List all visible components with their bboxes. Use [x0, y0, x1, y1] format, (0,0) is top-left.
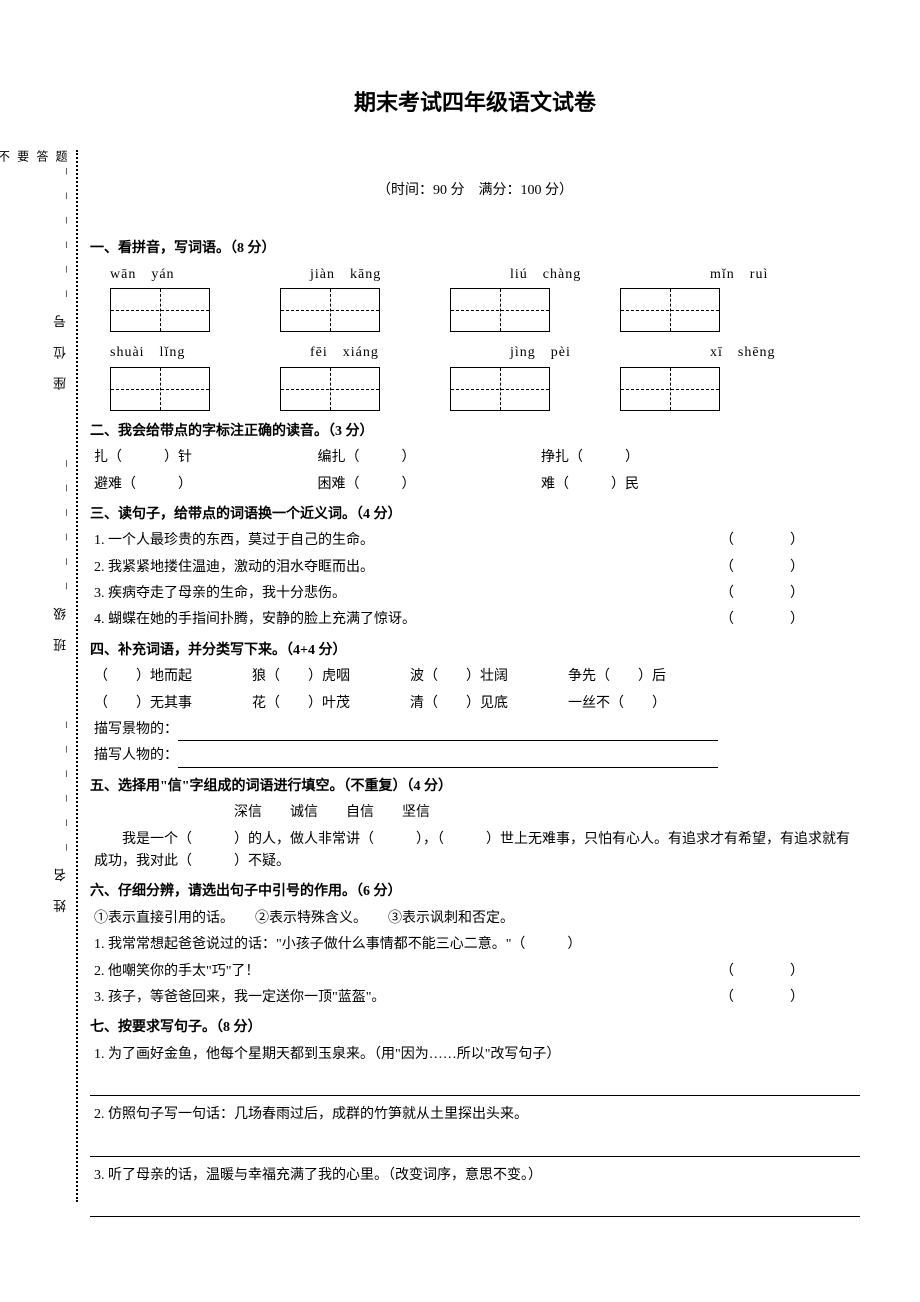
char-box[interactable] [620, 288, 720, 332]
question-stem: 3. 孩子，等爸爸回来，我一定送你一顶"蓝盔"。 [94, 987, 720, 1009]
idiom-blank: 狼（ ）虎咽 [252, 666, 350, 688]
question-stem: 1. 一个人最珍贵的东西，莫过于自己的生命。 [94, 530, 720, 552]
binding-markers: 题 答 要 不 内 线 订 装 [50, 150, 70, 1202]
pinyin-label: liú chàng [510, 264, 640, 286]
pinyin-label: jiàn kāng [310, 264, 440, 286]
s4-cat2: 描写人物的： [94, 745, 860, 767]
question-stem: 4. 蝴蝶在她的手指间扑腾，安静的脸上充满了惊讶。 [94, 609, 720, 631]
char-box[interactable] [110, 367, 210, 411]
section-5-head: 五、选择用"信"字组成的词语进行填空。（不重复）（4 分） [90, 776, 860, 798]
pinyin-label: wān yán [110, 264, 240, 286]
char-box[interactable] [280, 367, 380, 411]
s5-options: 深信 诚信 自信 坚信 [94, 802, 860, 824]
s3-q2: 2. 我紧紧地搂住温迪，激动的泪水夺眶而出。（ ） [94, 557, 860, 579]
pinyin-label: shuài lǐng [110, 342, 240, 364]
s7-q1: 1. 为了画好金鱼，他每个星期天都到玉泉来。（用"因为……所以"改写句子） [94, 1044, 860, 1066]
marker-bu: 不 [0, 150, 12, 1202]
marker-ti: 题 [51, 150, 70, 1202]
char-box[interactable] [110, 288, 210, 332]
idiom-blank: 争先（ ）后 [568, 666, 666, 688]
s2-item: 扎（ ）针 [94, 447, 314, 469]
s4-row-2: （ ）无其事 花（ ）叶茂 清（ ）见底 一丝不（ ） [94, 693, 860, 715]
s7-q2: 2. 仿照句子写一句话：几场春雨过后，成群的竹笋就从土里探出头来。 [94, 1104, 860, 1126]
s2-line-1: 扎（ ）针 编扎（ ） 挣扎（ ） [94, 447, 860, 469]
pinyin-row-1: wān yán jiàn kāng liú chàng mǐn ruì [110, 264, 860, 286]
s3-q3: 3. 疾病夺走了母亲的生命，我十分悲伤。（ ） [94, 583, 860, 605]
idiom-blank: （ ）地而起 [94, 666, 192, 688]
marker-da: 答 [32, 150, 51, 1202]
answer-line[interactable] [90, 1193, 860, 1217]
answer-paren[interactable]: （ ） [720, 530, 860, 552]
s2-item: 困难（ ） [318, 474, 538, 496]
section-7-head: 七、按要求写句子。（8 分） [90, 1017, 860, 1039]
answer-paren[interactable]: （ ） [720, 583, 860, 605]
question-stem: 2. 他嘲笑你的手太"巧"了！ [94, 961, 720, 983]
s3-q1: 1. 一个人最珍贵的东西，莫过于自己的生命。（ ） [94, 530, 860, 552]
s2-item: 避难（ ） [94, 474, 314, 496]
s3-q4: 4. 蝴蝶在她的手指间扑腾，安静的脸上充满了惊讶。（ ） [94, 609, 860, 631]
pinyin-label: xī shēng [710, 342, 840, 364]
idiom-blank: 一丝不（ ） [568, 693, 666, 715]
question-stem: 3. 疾病夺走了母亲的生命，我十分悲伤。 [94, 583, 720, 605]
s6-q1: 1. 我常常想起爸爸说过的话："小孩子做什么事情都不能三心二意。"（ ） [94, 934, 860, 956]
char-box[interactable] [280, 288, 380, 332]
section-4-head: 四、补充词语，并分类写下来。（4+4 分） [90, 640, 860, 662]
question-stem: 2. 我紧紧地搂住温迪，激动的泪水夺眶而出。 [94, 557, 720, 579]
category-label: 描写景物的： [94, 722, 178, 737]
char-box[interactable] [450, 288, 550, 332]
section-6-head: 六、仔细分辨，请选出句子中引号的作用。（6 分） [90, 881, 860, 903]
char-box[interactable] [620, 367, 720, 411]
section-3-head: 三、读句子，给带点的词语换一个近义词。（4 分） [90, 504, 860, 526]
s6-q3: 3. 孩子，等爸爸回来，我一定送你一顶"蓝盔"。（ ） [94, 987, 860, 1009]
answer-line[interactable] [90, 1072, 860, 1096]
idiom-blank: 波（ ）壮阔 [410, 666, 508, 688]
s5-text: 我是一个（ ）的人，做人非常讲（ ），（ ）世上无难事，只怕有心人。有追求才有希… [94, 829, 860, 874]
s2-item: 难（ ）民 [541, 477, 639, 492]
s6-q2: 2. 他嘲笑你的手太"巧"了！（ ） [94, 961, 860, 983]
pinyin-row-2: shuài lǐng fēi xiáng jìng pèi xī shēng [110, 342, 860, 364]
category-label: 描写人物的： [94, 748, 178, 763]
s4-cat1: 描写景物的： [94, 719, 860, 741]
marker-yao: 要 [12, 150, 31, 1202]
exam-title: 期末考试四年级语文试卷 [90, 85, 860, 120]
pinyin-label: jìng pèi [510, 342, 640, 364]
section-2-head: 二、我会给带点的字标注正确的读音。（3 分） [90, 421, 860, 443]
idiom-blank: （ ）无其事 [94, 693, 192, 715]
answer-paren[interactable]: （ ） [720, 609, 860, 631]
answer-boxes-row [110, 367, 860, 411]
answer-line[interactable] [178, 723, 718, 741]
s4-row-1: （ ）地而起 狼（ ）虎咽 波（ ）壮阔 争先（ ）后 [94, 666, 860, 688]
s6-options: ①表示直接引用的话。 ②表示特殊含义。 ③表示讽刺和否定。 [94, 908, 860, 930]
pinyin-label: mǐn ruì [710, 264, 840, 286]
answer-paren[interactable]: （ ） [720, 557, 860, 579]
idiom-blank: 花（ ）叶茂 [252, 693, 350, 715]
answer-line[interactable] [178, 750, 718, 768]
section-1-head: 一、看拼音，写词语。（8 分） [90, 238, 860, 260]
s2-item: 编扎（ ） [318, 447, 538, 469]
answer-boxes-row [110, 288, 860, 332]
answer-paren[interactable]: （ ） [720, 961, 860, 983]
s7-q3: 3. 听了母亲的话，温暖与幸福充满了我的心里。（改变词序，意思不变。） [94, 1165, 860, 1187]
answer-paren[interactable]: （ ） [720, 987, 860, 1009]
s2-line-2: 避难（ ） 困难（ ） 难（ ）民 [94, 474, 860, 496]
answer-line[interactable] [90, 1133, 860, 1157]
s2-item: 挣扎（ ） [541, 450, 639, 465]
exam-meta: （时间：90 分 满分：100 分） [90, 180, 860, 202]
pinyin-label: fēi xiáng [310, 342, 440, 364]
idiom-blank: 清（ ）见底 [410, 693, 508, 715]
char-box[interactable] [450, 367, 550, 411]
exam-page: 期末考试四年级语文试卷 （时间：90 分 满分：100 分） 一、看拼音，写词语… [0, 0, 920, 1255]
